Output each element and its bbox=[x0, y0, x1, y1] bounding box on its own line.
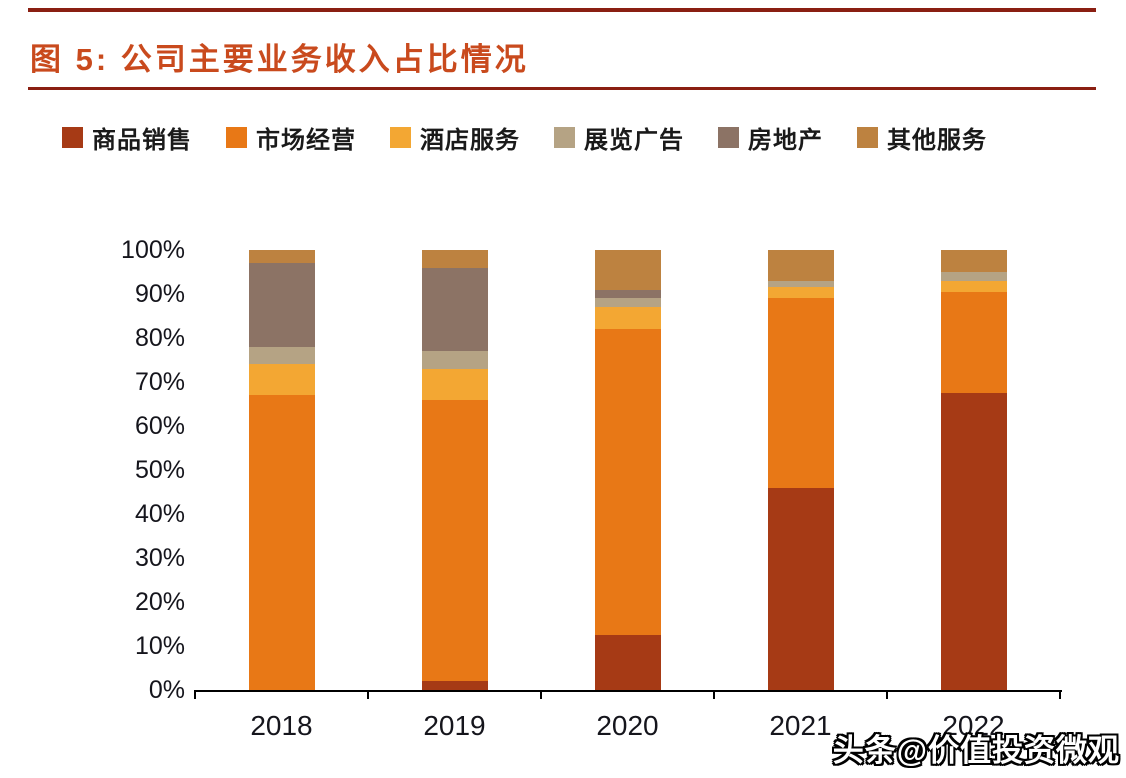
bar-segment bbox=[421, 399, 488, 682]
legend-label: 酒店服务 bbox=[420, 127, 520, 154]
legend-item: 其他服务 bbox=[857, 120, 987, 155]
legend-label: 展览广告 bbox=[584, 127, 684, 154]
legend-item: 展览广告 bbox=[554, 120, 684, 155]
x-axis-tick bbox=[886, 692, 888, 699]
bar-segment bbox=[248, 395, 315, 690]
legend-label: 市场经营 bbox=[256, 127, 356, 154]
y-axis-tick-label: 50% bbox=[134, 456, 185, 484]
bar-segment bbox=[594, 250, 661, 290]
x-axis-line bbox=[194, 690, 1062, 692]
y-axis-tick-label: 30% bbox=[134, 544, 185, 572]
bar-segment bbox=[767, 250, 834, 281]
x-axis-label: 2022 bbox=[942, 710, 1005, 741]
legend-item: 酒店服务 bbox=[390, 120, 520, 155]
legend-label: 商品销售 bbox=[92, 127, 192, 154]
bar-segment bbox=[767, 298, 834, 488]
x-axis-tick bbox=[713, 692, 715, 699]
top-rule bbox=[28, 8, 1096, 12]
legend-swatch-icon bbox=[226, 127, 247, 148]
bar-segment bbox=[248, 250, 315, 264]
y-axis-tick-label: 80% bbox=[134, 324, 185, 352]
y-axis-tick-label: 0% bbox=[148, 676, 185, 704]
legend-item: 商品销售 bbox=[62, 120, 192, 155]
x-axis-label: 2018 bbox=[250, 710, 313, 741]
bar-segment bbox=[594, 307, 661, 330]
legend-item: 房地产 bbox=[718, 120, 823, 155]
legend-swatch-icon bbox=[718, 127, 739, 148]
bar-segment bbox=[421, 351, 488, 369]
bar-segment bbox=[594, 635, 661, 690]
legend-swatch-icon bbox=[390, 127, 411, 148]
y-axis-tick-label: 70% bbox=[134, 368, 185, 396]
bar-segment bbox=[940, 250, 1007, 272]
figure-title: 图 5: 公司主要业务收入占比情况 bbox=[30, 42, 529, 77]
bar-segment bbox=[421, 681, 488, 690]
y-axis-tick-label: 10% bbox=[134, 632, 185, 660]
legend-swatch-icon bbox=[62, 127, 83, 148]
bar-segment bbox=[594, 298, 661, 308]
bar-segment bbox=[248, 364, 315, 396]
bar-segment bbox=[940, 272, 1007, 281]
legend-item: 市场经营 bbox=[226, 120, 356, 155]
legend-swatch-icon bbox=[857, 127, 878, 148]
bar-segment bbox=[248, 346, 315, 365]
y-axis-tick-label: 20% bbox=[134, 588, 185, 616]
legend-label: 房地产 bbox=[748, 127, 823, 154]
bar-segment bbox=[767, 287, 834, 299]
bar-segment bbox=[940, 280, 1007, 292]
y-axis-tick-label: 60% bbox=[134, 412, 185, 440]
y-axis-tick-label: 100% bbox=[121, 236, 185, 264]
x-axis-label: 2021 bbox=[769, 710, 832, 741]
bar-segment bbox=[767, 487, 834, 690]
legend: 商品销售 市场经营 酒店服务 展览广告 房地产 其他服务 bbox=[62, 120, 1021, 155]
bar-segment bbox=[421, 250, 488, 268]
title-underline bbox=[28, 87, 1096, 90]
bar-segment bbox=[767, 280, 834, 288]
y-axis-tick-label: 40% bbox=[134, 500, 185, 528]
x-axis-label: 2019 bbox=[423, 710, 486, 741]
x-axis-tick bbox=[367, 692, 369, 699]
legend-swatch-icon bbox=[554, 127, 575, 148]
y-axis-tick-label: 90% bbox=[134, 280, 185, 308]
bar-segment bbox=[421, 267, 488, 352]
x-axis-tick bbox=[1059, 692, 1061, 699]
bar-segment bbox=[940, 393, 1007, 690]
legend-label: 其他服务 bbox=[887, 127, 987, 154]
x-axis-tick bbox=[540, 692, 542, 699]
bar-segment bbox=[940, 291, 1007, 393]
x-axis-tick bbox=[194, 692, 196, 699]
bar-segment bbox=[421, 368, 488, 400]
x-axis-label: 2020 bbox=[596, 710, 659, 741]
bar-segment bbox=[594, 289, 661, 299]
watermark: 头条@价值投资微观 bbox=[832, 733, 1120, 768]
bar-segment bbox=[248, 263, 315, 347]
bar-segment bbox=[594, 329, 661, 635]
